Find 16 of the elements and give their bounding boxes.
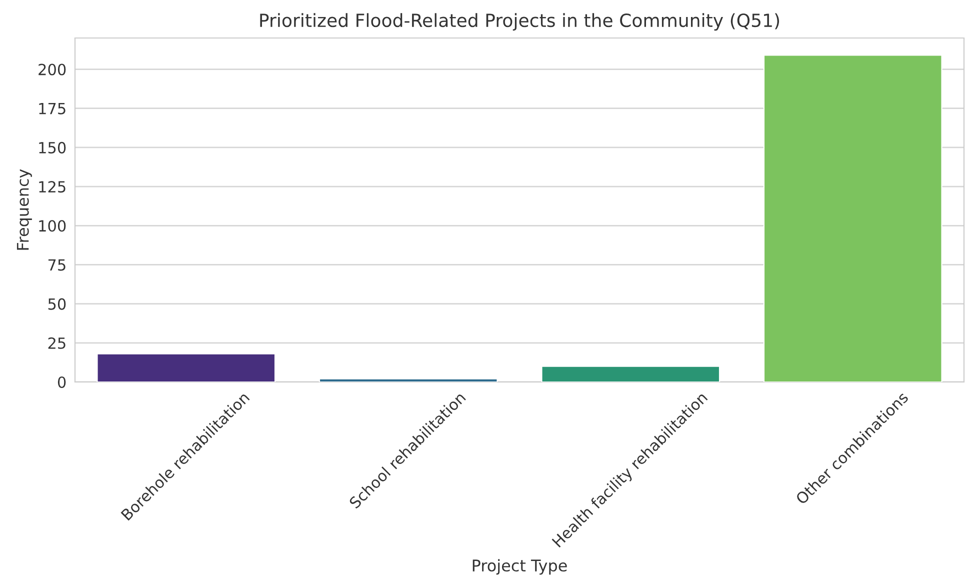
y-tick-label: 75 [48, 259, 66, 271]
chart-title: Prioritized Flood-Related Projects in the Community (Q51) [260, 13, 780, 31]
y-axis-title: Frequency [16, 169, 32, 250]
y-tick-label: 50 [48, 298, 66, 310]
bar [318, 378, 498, 382]
y-tick-label: 200 [38, 64, 66, 76]
y-tick-label: 150 [39, 142, 66, 154]
bar [96, 353, 276, 382]
y-tick-label: 0 [58, 376, 66, 388]
y-tick-label: 125 [39, 181, 66, 193]
bar [541, 366, 720, 382]
y-tick-label: 100 [39, 220, 66, 232]
y-tick-label: 25 [48, 337, 66, 349]
x-axis-title: Project Type [472, 559, 567, 575]
bar [763, 54, 942, 382]
y-tick-label: 175 [39, 103, 66, 114]
